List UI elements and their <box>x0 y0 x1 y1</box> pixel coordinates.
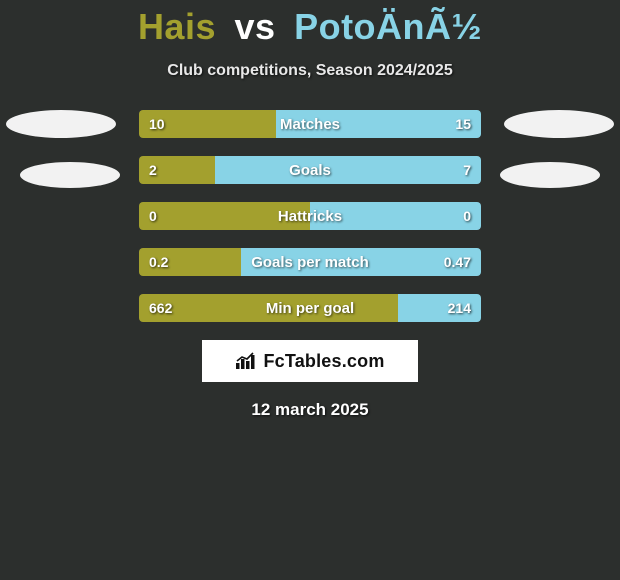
bar-left <box>139 248 241 276</box>
bar-left <box>139 202 310 230</box>
comparison-row: Goals per match0.20.47 <box>139 248 481 276</box>
bar-right <box>215 156 481 184</box>
comparison-chart: Matches1015 Goals27 Hattricks00 Goals per m… <box>0 110 620 322</box>
bar-right <box>241 248 481 276</box>
decorative-ellipse <box>500 162 600 188</box>
chart-icon <box>235 352 257 370</box>
comparison-row: Goals27 <box>139 156 481 184</box>
decorative-ellipse <box>6 110 116 138</box>
decorative-ellipse <box>20 162 120 188</box>
comparison-row: Matches1015 <box>139 110 481 138</box>
player1-name: Hais <box>138 6 216 47</box>
decorative-ellipse <box>504 110 614 138</box>
comparison-row: Hattricks00 <box>139 202 481 230</box>
subtitle: Club competitions, Season 2024/2025 <box>0 62 620 80</box>
comparison-title: Hais vs PotoÄnÃ½ <box>0 0 620 48</box>
bar-left <box>139 156 215 184</box>
bar-left <box>139 110 276 138</box>
comparison-rows: Matches1015 Goals27 Hattricks00 Goals per m… <box>139 110 481 322</box>
branding-text: FcTables.com <box>263 351 384 372</box>
date-text: 12 march 2025 <box>0 400 620 420</box>
bar-right <box>310 202 481 230</box>
player2-name: PotoÄnÃ½ <box>294 6 482 47</box>
vs-text: vs <box>235 6 276 47</box>
comparison-row: Min per goal662214 <box>139 294 481 322</box>
branding-badge: FcTables.com <box>202 340 418 382</box>
bar-right <box>276 110 481 138</box>
bar-left <box>139 294 398 322</box>
bar-right <box>398 294 481 322</box>
